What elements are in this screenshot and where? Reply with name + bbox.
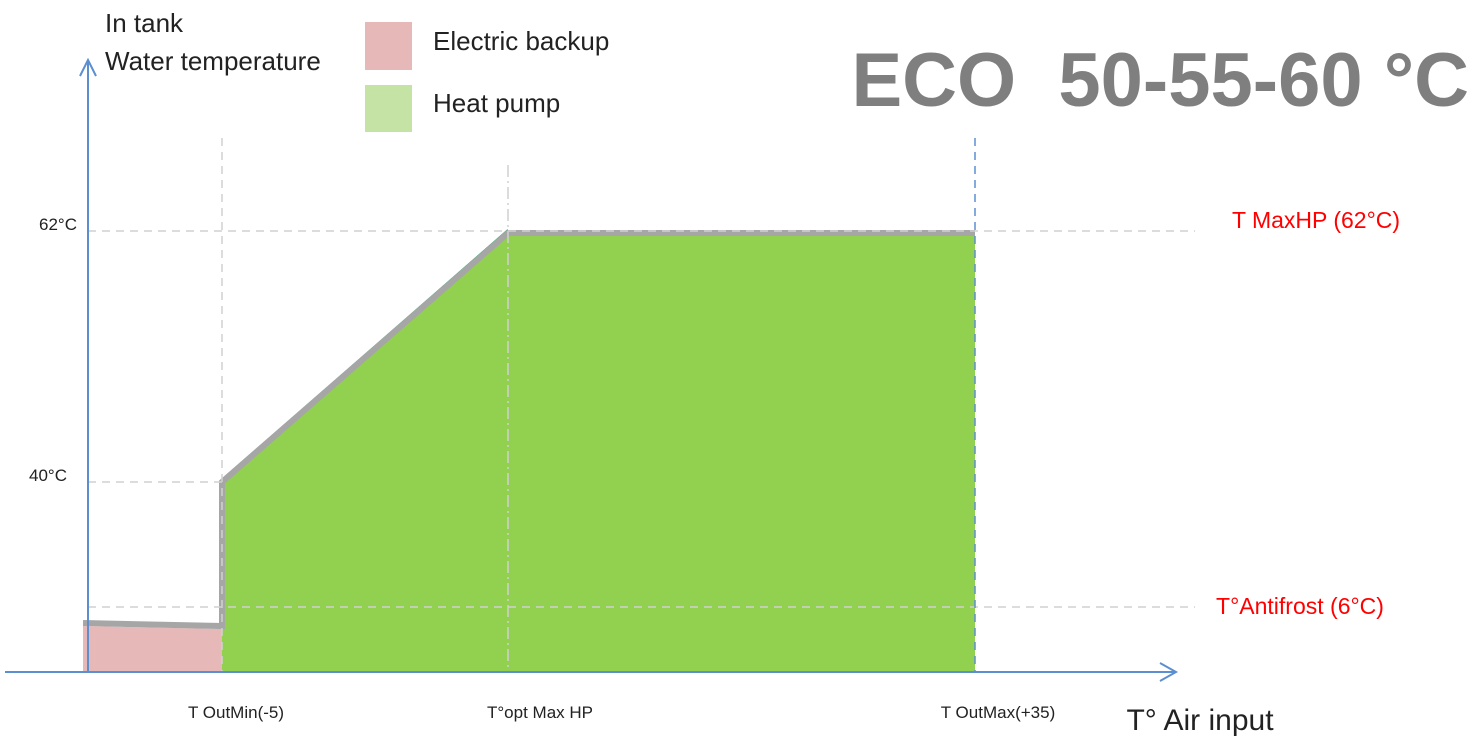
annotation: T°Antifrost (6°C) — [1216, 593, 1384, 619]
electric-area — [83, 626, 222, 672]
x-label: T OutMax(+35) — [941, 703, 1055, 722]
title: ECO 50-55-60 °C — [851, 38, 1469, 123]
legend-swatch — [365, 85, 412, 132]
axes — [5, 57, 1179, 682]
x-label: T OutMin(-5) — [188, 703, 284, 722]
y-title: Water temperature — [105, 46, 321, 76]
y-title: In tank — [105, 8, 184, 38]
legend-swatch — [365, 22, 412, 70]
legend-label: Electric backup — [433, 26, 609, 56]
heat-pump-area — [222, 232, 975, 672]
y-label: 62°C — [39, 215, 77, 234]
x-title: T° Air input — [1126, 704, 1274, 737]
guides — [88, 138, 1195, 672]
y-label: 40°C — [29, 466, 67, 485]
x-label: T°opt Max HP — [487, 703, 593, 722]
legend-label: Heat pump — [433, 88, 560, 118]
annotation: T MaxHP (62°C) — [1232, 207, 1400, 233]
